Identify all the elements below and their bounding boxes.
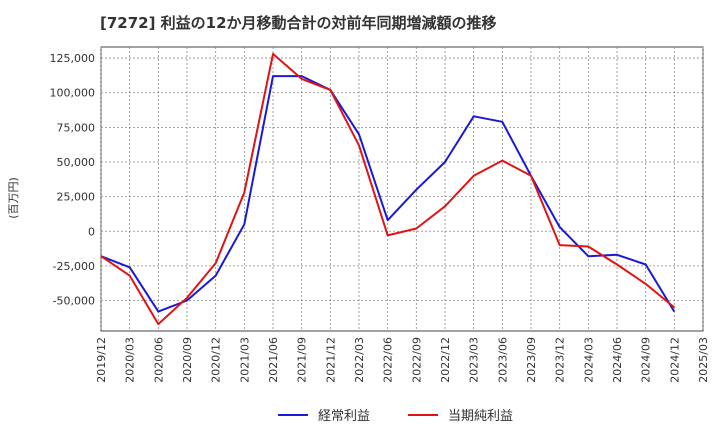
series-line-net-income xyxy=(100,52,675,326)
x-tick-label: 2025/03 xyxy=(697,337,710,383)
x-tick-label: 2023/09 xyxy=(525,337,538,383)
x-tick-label: 2023/12 xyxy=(554,337,567,383)
x-tick-label: 2020/09 xyxy=(181,337,194,383)
x-tick-label: 2022/06 xyxy=(382,337,395,383)
y-tick-label: -25,000 xyxy=(53,260,95,273)
chart-title: [7272] 利益の12か月移動合計の対前年同期増減額の推移 xyxy=(100,14,497,32)
x-tick-label: 2021/12 xyxy=(324,337,337,383)
x-axis-ticks: 2019/12 2020/03 2020/06 2020/09 2020/12 2021/… xyxy=(95,337,710,383)
x-tick-label: 2021/03 xyxy=(238,337,251,383)
plot-frame xyxy=(100,46,704,332)
x-tick-label: 2024/12 xyxy=(668,337,681,383)
x-tick-label: 2022/12 xyxy=(439,337,452,383)
plot-area xyxy=(100,46,704,332)
y-axis-label: (百万円) xyxy=(7,177,20,219)
y-axis-ticks: 125,000 100,000 75,000 50,000 25,000 0 -25,000… xyxy=(50,52,96,307)
x-tick-label: 2024/06 xyxy=(611,337,624,383)
x-tick-label: 2024/09 xyxy=(640,337,653,383)
legend: 経常利益 当期純利益 xyxy=(278,409,513,424)
y-tick-label: 50,000 xyxy=(57,156,96,169)
x-tick-label: 2023/03 xyxy=(468,337,481,383)
x-tick-label: 2020/06 xyxy=(152,337,165,383)
legend-label: 当期純利益 xyxy=(448,409,513,424)
y-tick-label: 0 xyxy=(88,225,95,238)
x-tick-label: 2022/03 xyxy=(353,337,366,383)
legend-label: 経常利益 xyxy=(318,409,370,424)
y-tick-label: 125,000 xyxy=(50,52,96,65)
x-tick-label: 2020/03 xyxy=(124,337,137,383)
series-group xyxy=(100,52,676,326)
x-tick-label: 2020/12 xyxy=(210,337,223,383)
y-tick-label: 75,000 xyxy=(57,121,96,134)
x-tick-label: 2019/12 xyxy=(95,337,108,383)
y-tick-label: -50,000 xyxy=(53,295,95,308)
y-tick-label: 100,000 xyxy=(50,87,96,100)
x-tick-label: 2021/06 xyxy=(267,337,280,383)
y-tick-label: 25,000 xyxy=(57,191,96,204)
x-tick-label: 2023/06 xyxy=(496,337,509,383)
x-tick-label: 2022/09 xyxy=(410,337,423,383)
x-tick-label: 2024/03 xyxy=(582,337,595,383)
x-tick-label: 2021/09 xyxy=(296,337,309,383)
